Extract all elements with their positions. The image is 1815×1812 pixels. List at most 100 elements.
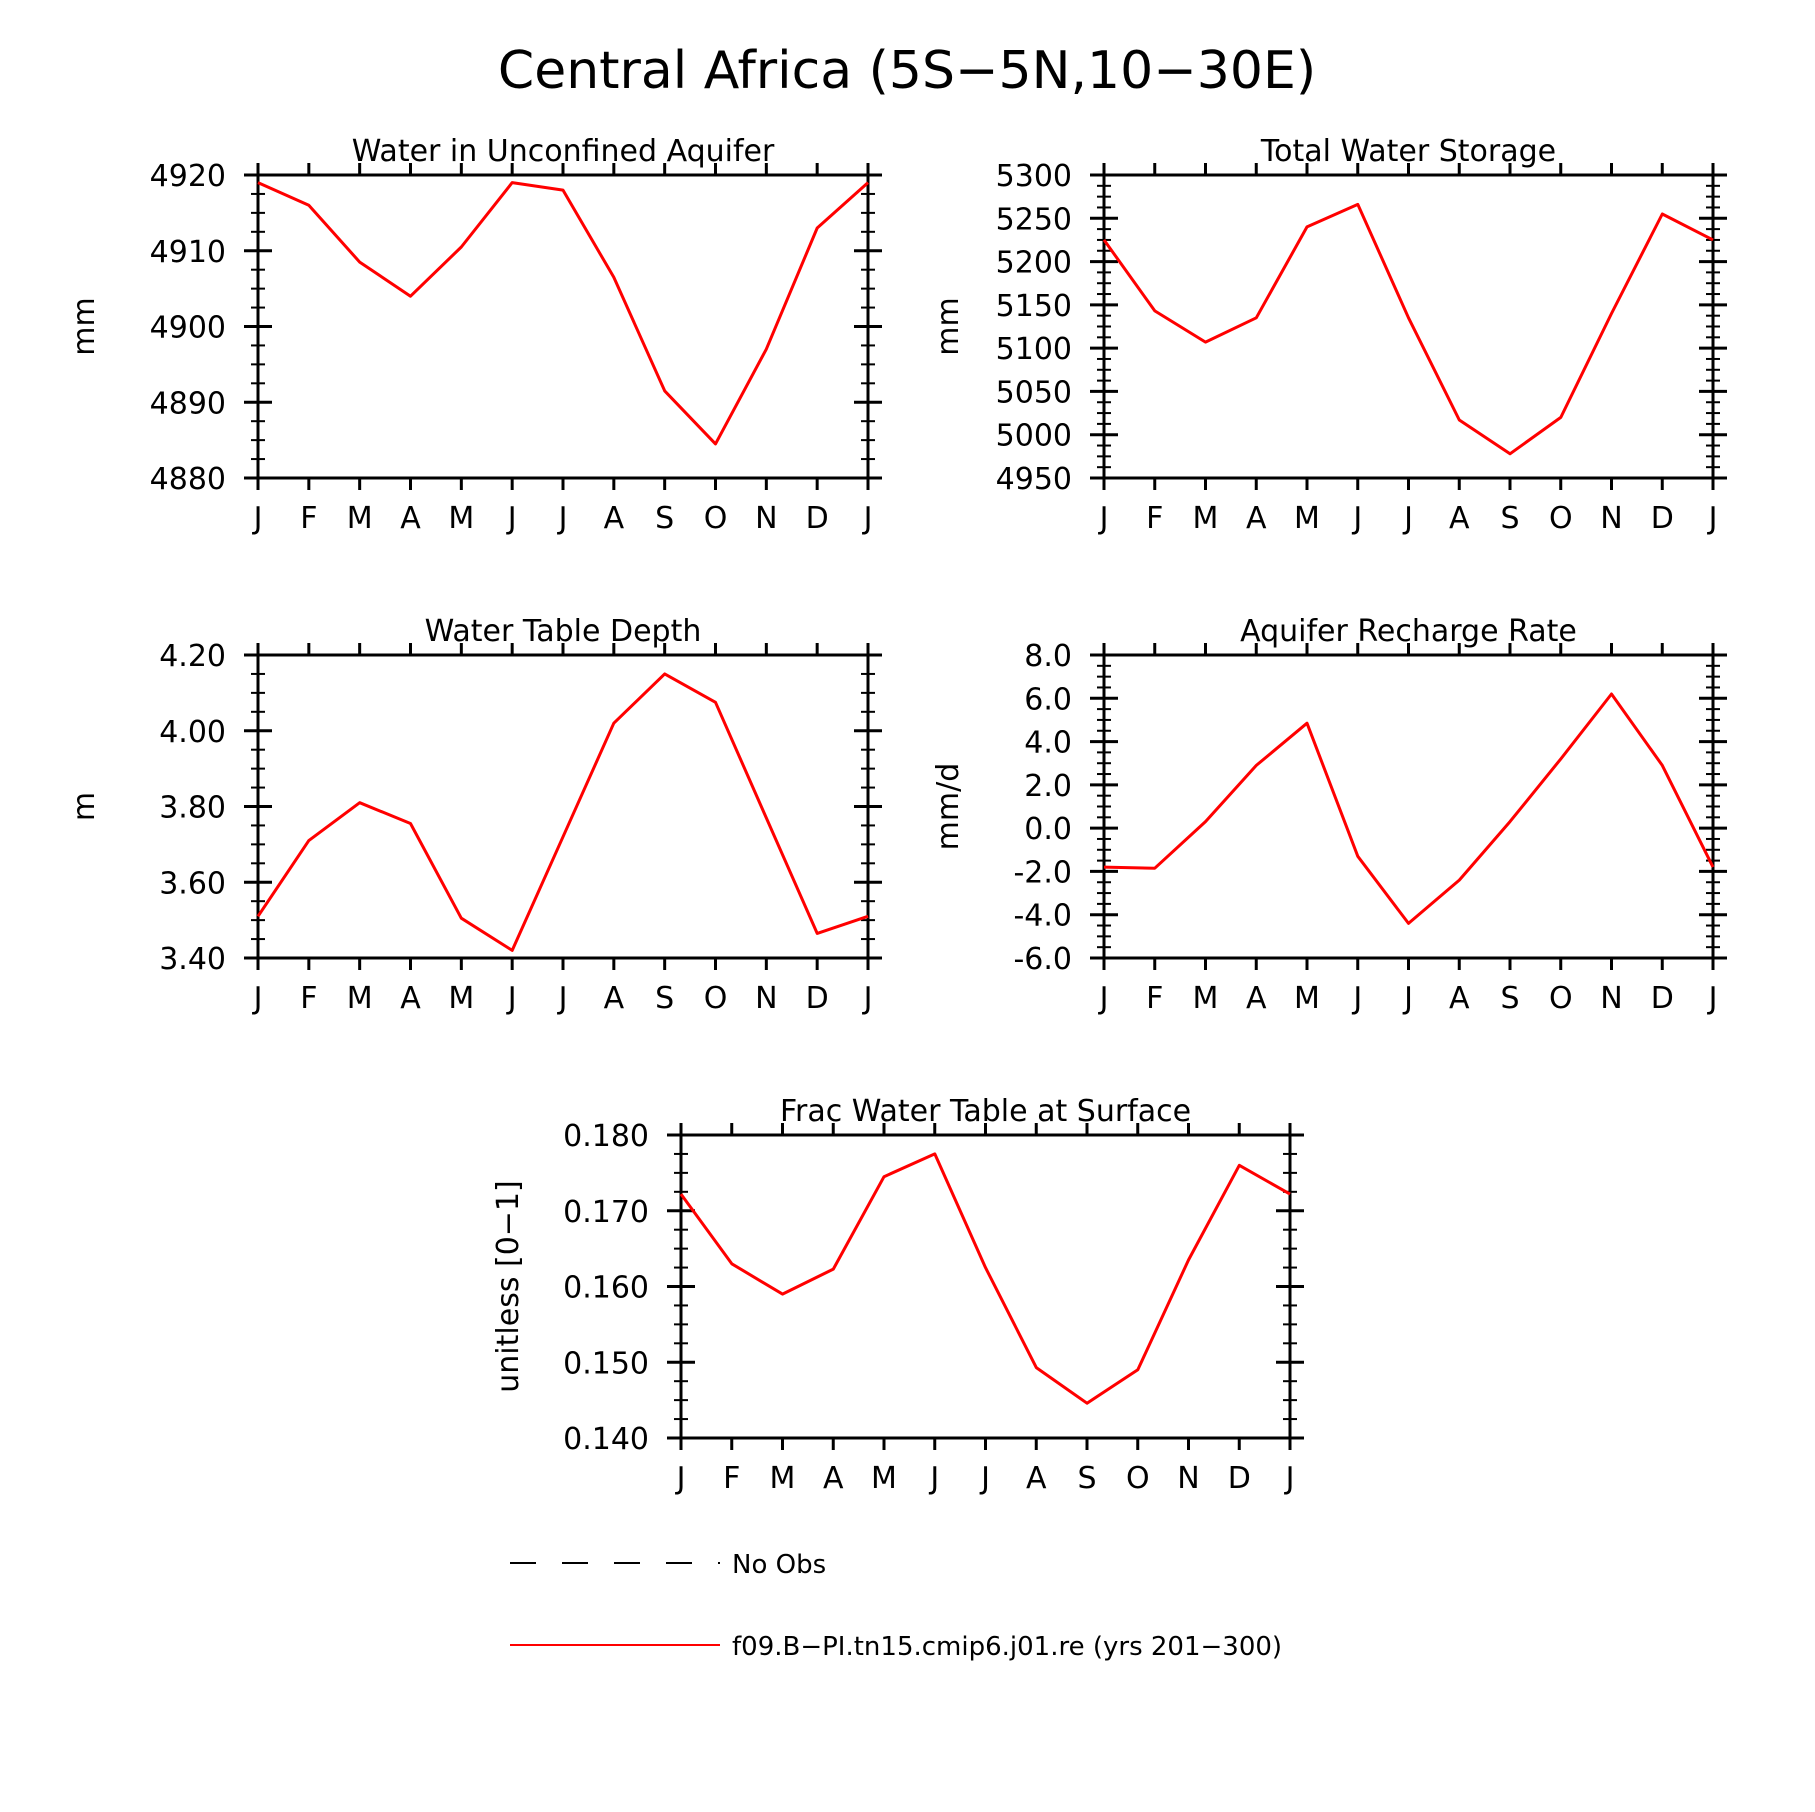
x-tick-label: F xyxy=(300,981,317,1016)
x-tick-label: S xyxy=(1500,501,1519,536)
y-tick-label: 4.20 xyxy=(159,639,226,674)
x-tick-label: J xyxy=(1402,981,1413,1016)
x-tick-label: A xyxy=(1026,1461,1047,1496)
x-tick-label: A xyxy=(823,1461,844,1496)
x-tick-label: J xyxy=(1402,501,1413,536)
x-tick-label: J xyxy=(1707,501,1718,536)
x-tick-label: M xyxy=(347,981,373,1016)
x-tick-label: J xyxy=(1098,981,1109,1016)
y-tick-label: -6.0 xyxy=(1013,942,1072,977)
x-tick-label: D xyxy=(1651,981,1674,1016)
y-tick-label: 5300 xyxy=(996,159,1072,194)
y-tick-label: 8.0 xyxy=(1024,639,1072,674)
x-tick-label: M xyxy=(871,1461,897,1496)
x-tick-label: O xyxy=(1549,981,1573,1016)
x-tick-label: A xyxy=(1449,501,1470,536)
series-line xyxy=(257,181,869,446)
x-tick-label: M xyxy=(1294,981,1320,1016)
y-tick-label: 5250 xyxy=(996,202,1072,237)
x-tick-label: M xyxy=(1193,501,1219,536)
x-tick-label: N xyxy=(1600,501,1622,536)
x-tick-label: J xyxy=(862,501,873,536)
y-tick-label: 3.80 xyxy=(159,791,226,826)
x-tick-label: N xyxy=(1177,1461,1199,1496)
x-tick-label: J xyxy=(506,501,517,536)
y-tick-label: 3.40 xyxy=(159,942,226,977)
x-tick-label: J xyxy=(862,981,873,1016)
x-tick-label: S xyxy=(1077,1461,1096,1496)
x-tick-label: J xyxy=(928,1461,939,1496)
legend-item-1: No Obs xyxy=(510,1550,826,1580)
legend: No Obs f09.B−PI.tn15.cmip6.j01.re (yrs 20… xyxy=(510,1550,1282,1662)
series-line xyxy=(1102,202,1714,456)
y-tick-label: 4880 xyxy=(150,462,226,497)
x-tick-label: M xyxy=(347,501,373,536)
y-tick-label: 0.140 xyxy=(563,1422,649,1457)
y-axis-label: m xyxy=(67,792,102,821)
y-tick-label: 5150 xyxy=(996,289,1072,324)
x-tick-label: J xyxy=(675,1461,686,1496)
x-tick-label: M xyxy=(1193,981,1219,1016)
x-tick-label: A xyxy=(604,981,625,1016)
x-tick-label: J xyxy=(1284,1461,1295,1496)
y-tick-label: 6.0 xyxy=(1024,682,1072,717)
y-tick-label: 4900 xyxy=(150,311,226,346)
figure-title: Central Africa (5S−5N,10−30E) xyxy=(498,41,1316,101)
x-tick-label: A xyxy=(400,501,421,536)
y-tick-label: 5050 xyxy=(996,375,1072,410)
x-tick-label: O xyxy=(704,981,728,1016)
x-tick-label: F xyxy=(1146,981,1163,1016)
legend-item-2: f09.B−PI.tn15.cmip6.j01.re (yrs 201−300) xyxy=(510,1632,1282,1662)
x-tick-label: J xyxy=(506,981,517,1016)
y-tick-label: 0.180 xyxy=(563,1119,649,1154)
x-tick-label: A xyxy=(1449,981,1470,1016)
x-tick-label: F xyxy=(723,1461,740,1496)
x-tick-label: O xyxy=(1549,501,1573,536)
y-tick-label: -2.0 xyxy=(1013,855,1072,890)
series-line xyxy=(256,672,869,952)
x-tick-label: M xyxy=(1294,501,1320,536)
y-tick-label: 2.0 xyxy=(1024,769,1072,804)
x-tick-label: J xyxy=(557,501,568,536)
x-tick-label: J xyxy=(1098,501,1109,536)
x-tick-label: D xyxy=(806,981,829,1016)
x-tick-label: M xyxy=(448,981,474,1016)
y-axis-label: mm xyxy=(67,297,102,355)
y-tick-label: 5100 xyxy=(996,332,1072,367)
y-tick-label: 4920 xyxy=(150,159,226,194)
y-tick-label: 0.170 xyxy=(563,1195,649,1230)
y-axis-label: unitless [0−1] xyxy=(491,1180,526,1392)
y-tick-label: 4950 xyxy=(996,462,1072,497)
x-tick-label: J xyxy=(979,1461,990,1496)
x-tick-label: O xyxy=(1126,1461,1150,1496)
x-tick-label: J xyxy=(1707,981,1718,1016)
y-tick-label: 4890 xyxy=(150,386,226,421)
y-tick-label: 0.0 xyxy=(1024,812,1072,847)
x-tick-label: D xyxy=(806,501,829,536)
x-tick-label: O xyxy=(704,501,728,536)
y-tick-label: -4.0 xyxy=(1013,899,1072,934)
y-tick-label: 0.160 xyxy=(563,1271,649,1306)
series-line xyxy=(679,1152,1291,1405)
x-tick-label: J xyxy=(557,981,568,1016)
y-tick-label: 5000 xyxy=(996,419,1072,454)
x-tick-label: A xyxy=(400,981,421,1016)
y-tick-label: 4.0 xyxy=(1024,726,1072,761)
x-tick-label: S xyxy=(1500,981,1519,1016)
plot-frame xyxy=(256,653,870,960)
x-tick-label: J xyxy=(1351,981,1362,1016)
x-tick-label: N xyxy=(755,981,777,1016)
legend-label: f09.B−PI.tn15.cmip6.j01.re (yrs 201−300) xyxy=(732,1632,1282,1662)
x-tick-label: M xyxy=(448,501,474,536)
x-tick-label: S xyxy=(655,501,674,536)
x-tick-label: S xyxy=(655,981,674,1016)
x-tick-label: A xyxy=(604,501,625,536)
x-tick-label: A xyxy=(1246,501,1267,536)
x-tick-label: M xyxy=(770,1461,796,1496)
x-tick-label: D xyxy=(1651,501,1674,536)
